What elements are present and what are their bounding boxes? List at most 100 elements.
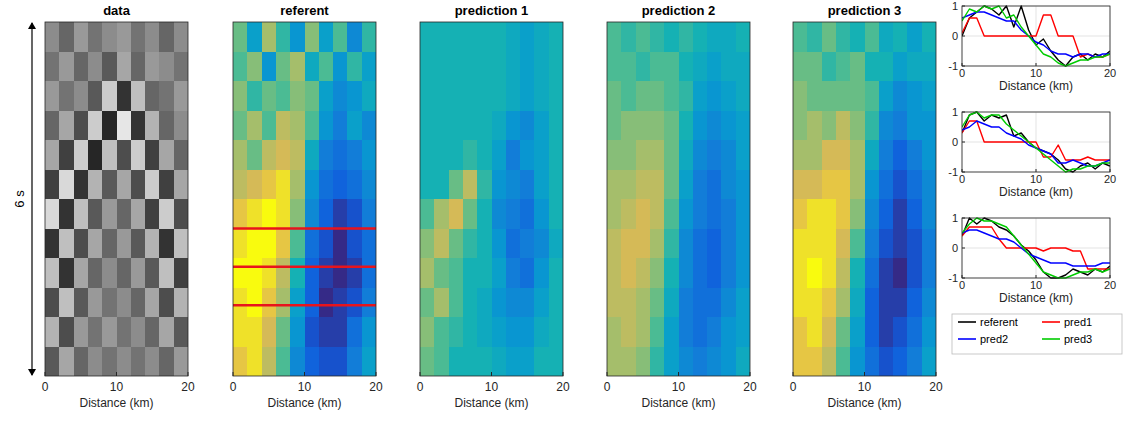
cell [636, 199, 651, 229]
cell [621, 22, 636, 52]
cell [174, 170, 188, 200]
cell [420, 317, 435, 347]
cell [159, 22, 174, 52]
series-line [962, 121, 1110, 160]
cell [506, 229, 521, 259]
cell [807, 347, 822, 377]
cell [434, 81, 449, 111]
cell [247, 288, 262, 318]
cell [233, 258, 248, 288]
cell [117, 317, 132, 347]
cell [549, 81, 563, 111]
cell [549, 288, 563, 318]
tick [936, 372, 937, 376]
cell [290, 52, 305, 82]
cell [850, 199, 865, 229]
cell [276, 258, 291, 288]
cell [636, 288, 651, 318]
cell [159, 199, 174, 229]
cell [807, 111, 822, 141]
cell [333, 288, 348, 318]
cell [607, 288, 622, 318]
cell [822, 170, 837, 200]
cell [907, 170, 922, 200]
cell [463, 52, 478, 82]
cell [420, 288, 435, 318]
cell [621, 258, 636, 288]
cell [836, 229, 851, 259]
cell [420, 199, 435, 229]
cell [679, 229, 694, 259]
cell [506, 288, 521, 318]
cell [434, 258, 449, 288]
cell [534, 229, 549, 259]
frame [233, 22, 376, 376]
cell [174, 258, 188, 288]
cell [679, 22, 694, 52]
cell [233, 22, 248, 52]
cell [88, 140, 103, 170]
cell [822, 288, 837, 318]
cell [59, 347, 74, 377]
legend-swatch [1042, 321, 1060, 323]
cell [636, 317, 651, 347]
cell [262, 347, 277, 377]
cell [131, 347, 146, 377]
cell [117, 258, 132, 288]
cell [607, 170, 622, 200]
cell [174, 288, 188, 318]
cell [664, 81, 679, 111]
cell [59, 317, 74, 347]
cell [319, 347, 334, 377]
cell [117, 22, 132, 52]
cell [664, 199, 679, 229]
frame [793, 22, 936, 376]
cell [549, 52, 563, 82]
cell [247, 22, 262, 52]
axis-title: Distance (km) [999, 291, 1073, 305]
cell [636, 111, 651, 141]
cell [534, 111, 549, 141]
tick [1110, 275, 1111, 278]
cell [549, 111, 563, 141]
cell [305, 229, 320, 259]
series-line [962, 6, 1110, 66]
cell [865, 111, 880, 141]
cell [333, 229, 348, 259]
cell [88, 199, 103, 229]
cell [793, 170, 808, 200]
cell [693, 288, 708, 318]
series-line [962, 15, 1110, 57]
cell [506, 317, 521, 347]
cell [45, 170, 60, 200]
series-line [962, 218, 1110, 278]
cell [347, 22, 362, 52]
cell [922, 199, 936, 229]
cell [347, 229, 362, 259]
cell [174, 347, 188, 377]
cell [276, 199, 291, 229]
cell [247, 229, 262, 259]
cell [492, 258, 507, 288]
cell [290, 317, 305, 347]
cell [893, 140, 908, 170]
cell [347, 199, 362, 229]
cell [117, 170, 132, 200]
frame [962, 6, 1110, 66]
cell [836, 317, 851, 347]
cell [707, 22, 722, 52]
cell [636, 170, 651, 200]
cell [879, 170, 894, 200]
cell [233, 199, 248, 229]
cell [59, 81, 74, 111]
cell [45, 111, 60, 141]
arrow-head [28, 369, 36, 376]
cell [664, 111, 679, 141]
cell [879, 288, 894, 318]
cell [621, 111, 636, 141]
cell [159, 258, 174, 288]
cell [319, 111, 334, 141]
cell [159, 347, 174, 377]
cell [506, 258, 521, 288]
tick [233, 372, 234, 376]
